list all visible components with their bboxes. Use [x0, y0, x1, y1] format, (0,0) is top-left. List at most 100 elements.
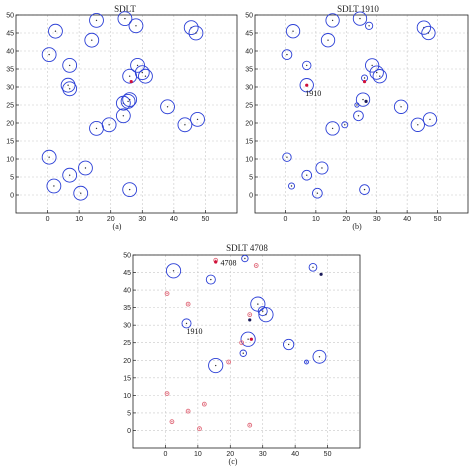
panel-a-ytick-label-5: 25 — [6, 103, 14, 110]
panel-a-xtick-label-0: 0 — [46, 216, 50, 223]
panel-c-xtick-label-3: 30 — [259, 451, 267, 458]
panel-c-node-center-17 — [249, 313, 251, 316]
panel-c-node-21 — [164, 391, 170, 397]
panel-a-node-3 — [128, 18, 144, 34]
panel-c-node-center-14 — [255, 264, 257, 267]
panel-a-node-center-25 — [84, 167, 87, 169]
panel-b-ytick-label-2: 10 — [245, 157, 253, 164]
panel-c-node-center-1 — [210, 278, 212, 281]
panel-a-node-14 — [188, 25, 204, 41]
panel-c-ytick-label-10: 50 — [123, 253, 131, 260]
panel-a-node-center-4 — [91, 39, 93, 41]
panel-c-node-center-6 — [262, 310, 264, 312]
panel-c-node-9 — [239, 349, 247, 357]
panel-c-node-center-11 — [318, 356, 321, 358]
panel-b-node-center-3 — [368, 25, 370, 27]
panel-c-node-center-10 — [287, 343, 290, 346]
panel-a-node-center-19 — [166, 106, 169, 108]
panel-a-node-18 — [115, 108, 131, 124]
panel-a-node-11 — [134, 65, 150, 80]
panel-c-node-center-16 — [187, 303, 189, 305]
panel-a-node-2 — [117, 11, 133, 26]
panel-c-marker-0 — [214, 260, 218, 264]
panel-c-node-center-24 — [171, 420, 173, 423]
panel-a-node-17 — [122, 92, 138, 107]
panel-b-xtick-label-1: 10 — [312, 216, 320, 223]
panel-c-node-center-15 — [166, 292, 168, 295]
panel-b-node-center-5 — [286, 53, 288, 56]
panel-a-node-24 — [41, 149, 57, 165]
panel-c-node-center-25 — [198, 428, 201, 430]
panel-b-caption: (b) — [352, 222, 362, 231]
panel-a-node-center-12 — [144, 75, 147, 77]
panel-c-xtick-label-1: 10 — [194, 451, 202, 458]
panel-c-ytick-label-9: 45 — [123, 270, 131, 277]
panel-c-node-24 — [169, 419, 175, 425]
panel-b-ytick-label-6: 30 — [245, 85, 253, 92]
panel-a-xtick-label-2: 20 — [107, 216, 115, 223]
panel-c-node-center-9 — [242, 352, 244, 354]
panel-c-node-center-26 — [249, 424, 251, 426]
panel-c-node-center-3 — [312, 266, 314, 268]
panel-b-node-center-27 — [363, 188, 366, 191]
panel-a-node-center-26 — [68, 174, 71, 176]
panel-a-node-21 — [101, 117, 117, 133]
panel-a-ytick-label-4: 20 — [6, 121, 14, 128]
panel-c-node-center-5 — [257, 303, 259, 305]
panel-a-node-19 — [160, 99, 175, 115]
panel-a-ytick-label-2: 10 — [6, 157, 14, 164]
panel-c-xtick-label-4: 40 — [291, 451, 299, 458]
panel-c-ytick-label-2: 10 — [123, 393, 131, 400]
panel-a-node-center-8 — [68, 88, 71, 90]
panel-a-ytick-label-0: 0 — [10, 193, 14, 200]
panel-a-node-center-11 — [141, 71, 143, 74]
panel-b-node-center-13 — [427, 32, 430, 34]
panel-a-node-1 — [89, 13, 104, 28]
panel-b-node-center-20 — [417, 124, 419, 126]
panel-a-node-center-5 — [48, 53, 50, 56]
panel-c-node-8 — [240, 331, 256, 347]
panel-c-node-26 — [247, 422, 253, 428]
panel-b-node-19 — [341, 121, 349, 129]
panel-c-node-1 — [205, 274, 216, 285]
panel-b-marker-2 — [364, 99, 368, 103]
panel-b-node-center-23 — [321, 167, 323, 169]
panel-c-node-center-23 — [187, 410, 189, 412]
panel-a-node-center-17 — [128, 98, 131, 101]
panel-c-node-center-2 — [244, 257, 246, 260]
panel-b-node-20 — [410, 117, 425, 132]
panel-c-node-17 — [247, 312, 253, 318]
panel-c-node-15 — [164, 291, 170, 296]
panel-a-ytick-label-1: 5 — [10, 175, 14, 182]
panel-c-node-23 — [185, 408, 191, 414]
panel-b-node-center-9 — [371, 64, 373, 67]
panel-b-node-13 — [421, 25, 436, 41]
panel-b-node-11 — [372, 69, 387, 84]
panel-b-node-center-22 — [286, 156, 288, 158]
panel-a-node-center-7 — [67, 84, 69, 86]
panel-b-xtick-label-5: 50 — [434, 216, 442, 223]
panel-b-node-4 — [320, 33, 336, 48]
panel-c-node-16 — [185, 301, 191, 307]
panel-c-node-center-12 — [214, 364, 217, 367]
panel-b-ytick-label-3: 15 — [245, 139, 253, 146]
panel-c-node-19 — [226, 359, 232, 365]
panel-a-ytick-label-9: 45 — [6, 31, 14, 38]
panel-c-ytick-label-4: 20 — [123, 358, 131, 365]
panel-a-node-center-29 — [128, 188, 131, 191]
panel-c-node-14 — [253, 263, 259, 268]
panel-a-node-8 — [62, 81, 78, 97]
panel-b-node-center-18 — [331, 127, 334, 130]
panel-b-node-14 — [355, 92, 371, 107]
panel-b-ytick-label-5: 25 — [245, 103, 253, 110]
panel-b-xtick-label-3: 30 — [373, 216, 381, 223]
panel-c-xtick-label-0: 0 — [163, 451, 167, 458]
panel-b-node-center-17 — [400, 106, 402, 108]
panel-b-node-6 — [302, 60, 312, 71]
panel-b-node-center-16 — [357, 115, 360, 117]
panel-a-xtick-label-1: 10 — [75, 216, 83, 223]
panel-b-node-17 — [393, 99, 409, 114]
panel-a-ytick-label-10: 50 — [6, 13, 14, 20]
panel-a-node-25 — [78, 160, 93, 176]
